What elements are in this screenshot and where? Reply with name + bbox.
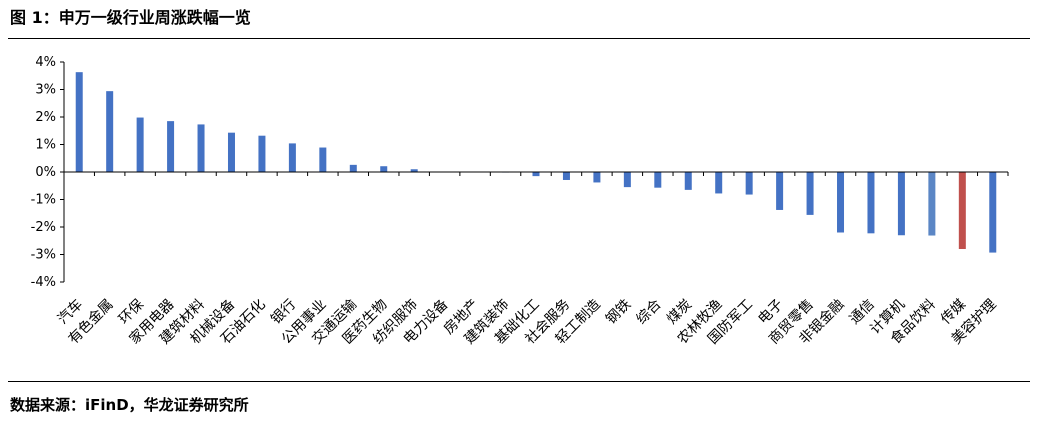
x-tick-label: 钢铁 bbox=[603, 297, 634, 328]
y-tick-label: -2% bbox=[31, 220, 56, 235]
bar bbox=[958, 172, 966, 249]
bar bbox=[136, 117, 144, 172]
bar bbox=[837, 172, 845, 233]
bar bbox=[623, 172, 631, 188]
axes-group bbox=[60, 61, 1009, 283]
bar bbox=[410, 169, 418, 172]
bar bbox=[349, 164, 357, 172]
top-rule bbox=[8, 38, 1030, 39]
y-tick-label: 4% bbox=[35, 55, 56, 70]
y-tick-label: -1% bbox=[31, 193, 56, 208]
y-tick-label: 3% bbox=[35, 83, 56, 98]
y-tick-label: -4% bbox=[31, 275, 56, 290]
bar bbox=[562, 172, 570, 180]
figure-title: 图 1：申万一级行业周涨跌幅一览 bbox=[10, 8, 251, 27]
x-tick-label: 综合 bbox=[634, 297, 665, 328]
bar bbox=[532, 172, 540, 177]
bar bbox=[288, 143, 296, 172]
bar bbox=[806, 172, 814, 215]
data-source-note: 数据来源：iFinD，华龙证券研究所 bbox=[10, 396, 249, 414]
bar bbox=[654, 172, 662, 188]
y-tick-label: -3% bbox=[31, 248, 56, 263]
bar bbox=[897, 172, 905, 236]
y-tick-label: 0% bbox=[35, 165, 56, 180]
bar bbox=[380, 166, 388, 172]
bar bbox=[776, 172, 784, 210]
y-tick-label: 1% bbox=[35, 138, 56, 153]
bar bbox=[75, 72, 83, 172]
bottom-rule bbox=[8, 381, 1030, 382]
bar bbox=[593, 172, 601, 183]
bar bbox=[258, 135, 266, 172]
bar bbox=[319, 147, 327, 172]
bar bbox=[197, 124, 205, 172]
bar bbox=[715, 172, 723, 194]
bar bbox=[745, 172, 753, 195]
bar bbox=[106, 91, 114, 172]
bar bbox=[684, 172, 692, 190]
bar bbox=[867, 172, 875, 234]
bar bbox=[928, 172, 936, 236]
bar bbox=[167, 121, 175, 172]
bars-group bbox=[75, 72, 997, 253]
y-tick-labels: -4% -3% -2% -1% 0% 1% 2% 3% 4% bbox=[31, 55, 56, 290]
bar bbox=[989, 172, 997, 253]
y-tick-label: 2% bbox=[35, 110, 56, 125]
bar bbox=[227, 132, 235, 172]
